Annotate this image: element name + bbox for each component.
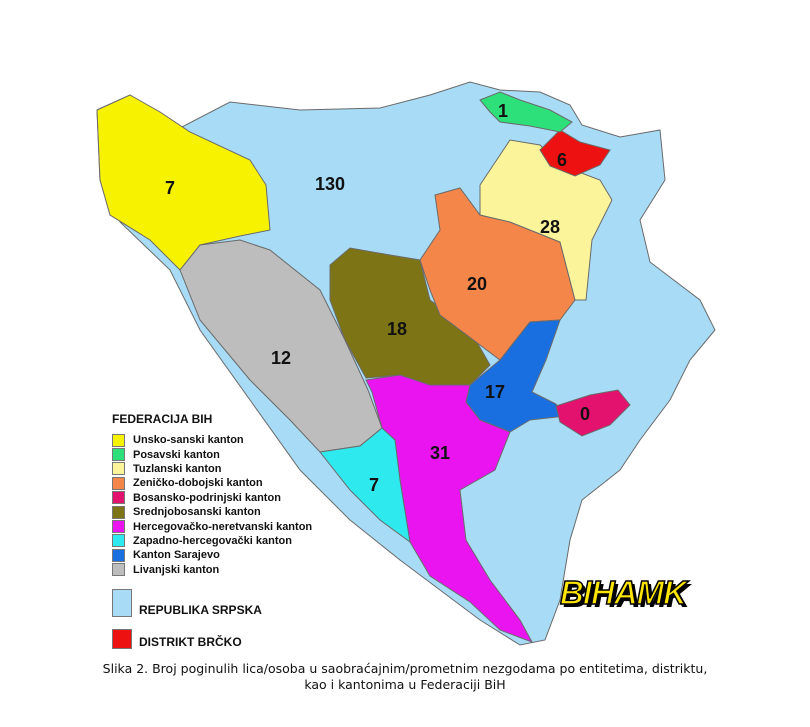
region-brcko: [539, 129, 611, 177]
region-posavski: [479, 91, 573, 133]
legend-item: Zapadno-hercegovački kanton: [112, 534, 312, 548]
legend-swatch: [112, 520, 125, 534]
label-rs-value: 130: [315, 174, 345, 194]
legend-swatch: [112, 534, 125, 548]
legend-item-rs: REPUBLIKA SRPSKA: [112, 588, 312, 617]
legend-swatch: [112, 628, 132, 649]
legend-swatch: [112, 476, 125, 490]
legend-item: Hercegovačko-neretvanski kanton: [112, 519, 312, 534]
legend-swatch: [112, 548, 125, 562]
region-zapadno-hercegovacki: [319, 427, 411, 544]
region-livanjski: [179, 239, 383, 453]
legend-title: FEDERACIJA BIH: [112, 412, 213, 426]
label-zdk-value: 20: [467, 274, 487, 294]
label-pos-value: 1: [498, 101, 508, 121]
label-hnk-value: 31: [430, 443, 450, 463]
label-zhk-value: 7: [369, 475, 379, 495]
caption-line-1: Slika 2. Broj poginulih lica/osoba u sao…: [102, 661, 708, 676]
legend-swatch: [112, 505, 125, 519]
legend-item: Posavski kanton: [112, 447, 312, 462]
bihamk-logo: BIHAMK: [559, 573, 687, 612]
legend-item-brcko: DISTRIKT BRČKO: [112, 628, 312, 649]
legend-item: Zeničko-dobojski kanton: [112, 476, 312, 490]
legend: FEDERACIJA BIH Unsko-sanski kanton Posav…: [112, 412, 312, 649]
legend-swatch: [112, 588, 132, 617]
label-ks-value: 17: [485, 382, 505, 402]
region-bosansko-podrinjski: [555, 389, 631, 437]
legend-swatch: [112, 448, 125, 462]
legend-item: Tuzlanski kanton: [112, 462, 312, 476]
legend-swatch: [112, 462, 125, 476]
label-bpk-value: 0: [580, 404, 590, 424]
legend-swatch: [112, 491, 125, 505]
caption-line-2: kao i kantonima u Federaciji BiH: [304, 677, 506, 692]
legend-swatch: [112, 433, 125, 447]
legend-item: Livanjski kanton: [112, 563, 312, 577]
label-usk-value: 7: [165, 178, 175, 198]
region-unsko-sanski: [96, 94, 271, 271]
legend-item: Srednjobosanski kanton: [112, 505, 312, 519]
legend-item: Kanton Sarajevo: [112, 548, 312, 562]
region-srednjobosanski: [329, 247, 491, 386]
legend-item: Unsko-sanski kanton: [112, 433, 312, 447]
label-liv-value: 12: [271, 348, 291, 368]
figure-caption: Slika 2. Broj poginulih lica/osoba u sao…: [0, 661, 810, 693]
label-tuz-value: 28: [540, 217, 560, 237]
label-sbk-value: 18: [387, 319, 407, 339]
legend-item: Bosansko-podrinjski kanton: [112, 491, 312, 505]
legend-swatch: [112, 563, 125, 577]
region-tuzlanski: [479, 139, 613, 301]
label-brc-value: 6: [557, 150, 567, 170]
